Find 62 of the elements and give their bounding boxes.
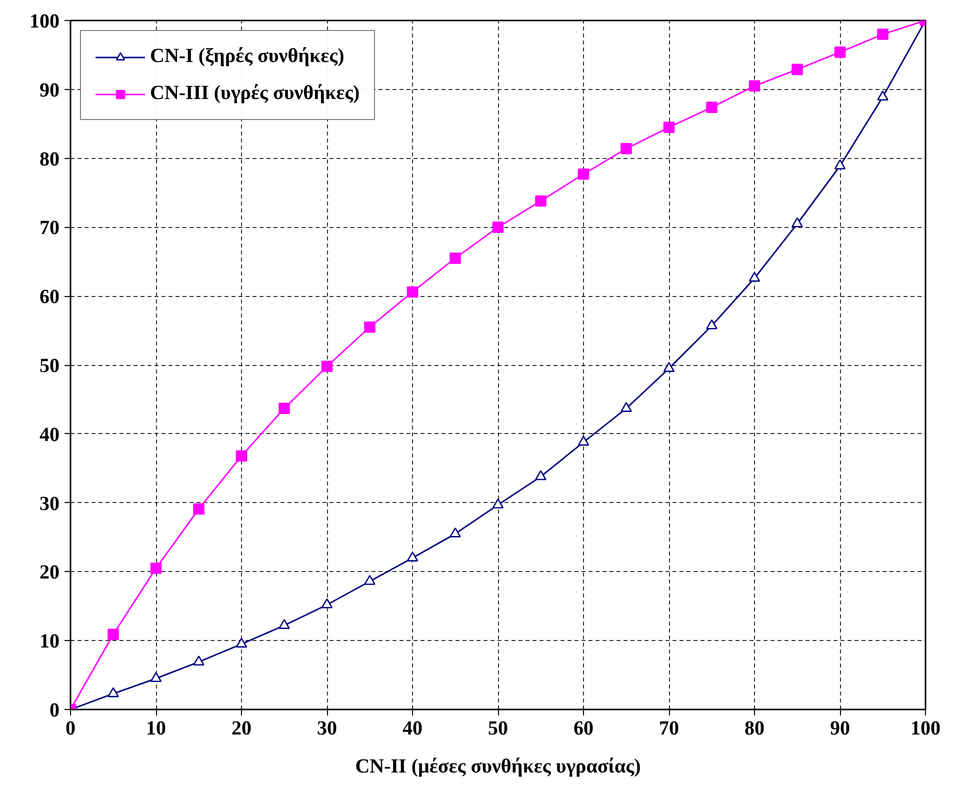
x-tick-label: 10 — [146, 718, 166, 740]
point — [620, 143, 632, 154]
x-tick-label: 30 — [317, 718, 337, 740]
point — [706, 102, 718, 113]
x-tick-label: 20 — [232, 718, 252, 740]
point — [877, 90, 888, 101]
x-tick-label: 90 — [830, 718, 850, 740]
y-tick-label: 40 — [40, 424, 60, 446]
x-tick-label: 40 — [402, 718, 422, 740]
x-tick-label: 80 — [744, 718, 764, 740]
point — [193, 503, 204, 515]
y-tick-label: 20 — [40, 562, 60, 584]
point — [578, 436, 590, 446]
x-tick-label: 50 — [488, 718, 508, 740]
point — [535, 470, 546, 480]
point — [792, 64, 803, 76]
x-axis-title: CN-II (μέσες συνθήκες υγρασίας) — [355, 756, 641, 778]
y-tick-label: 100 — [30, 10, 60, 32]
point — [321, 598, 333, 608]
y-tick-label: 50 — [40, 355, 60, 377]
y-tick-label: 30 — [40, 492, 60, 515]
point — [406, 551, 418, 562]
point — [663, 122, 675, 133]
x-tick-label: 70 — [659, 718, 679, 740]
point — [834, 159, 846, 170]
point — [535, 195, 546, 207]
point — [150, 562, 162, 574]
point — [364, 321, 376, 333]
point — [321, 360, 333, 372]
point — [706, 319, 718, 330]
point — [108, 687, 119, 698]
x-tick-label: 0 — [66, 718, 76, 740]
point — [492, 222, 504, 233]
point — [364, 574, 376, 585]
point — [492, 498, 504, 508]
x-tick-label: 60 — [574, 718, 594, 740]
point — [450, 252, 461, 264]
y-tick-label: 0 — [50, 700, 60, 722]
point — [236, 638, 248, 648]
point — [278, 619, 290, 629]
point — [193, 656, 204, 666]
point — [406, 286, 418, 298]
y-tick-label: 70 — [40, 217, 60, 240]
point — [663, 362, 675, 372]
point — [278, 402, 290, 414]
point — [578, 168, 590, 180]
point — [834, 46, 846, 58]
point — [236, 450, 248, 462]
legend-label: CN-I (ξηρές συνθήκες) — [150, 45, 344, 68]
point — [748, 272, 760, 282]
point — [748, 80, 760, 92]
point — [620, 402, 632, 412]
legend-label: CN-III (υγρές συνθήκες) — [150, 82, 360, 105]
point — [450, 527, 461, 538]
x-tick-label: 100 — [910, 718, 940, 740]
point — [150, 672, 162, 682]
y-tick-label: 80 — [40, 148, 60, 170]
y-tick-label: 10 — [40, 630, 60, 653]
y-tick-label: 90 — [40, 79, 60, 102]
y-tick-label: 60 — [40, 286, 60, 308]
point — [792, 217, 803, 228]
point — [877, 28, 888, 40]
